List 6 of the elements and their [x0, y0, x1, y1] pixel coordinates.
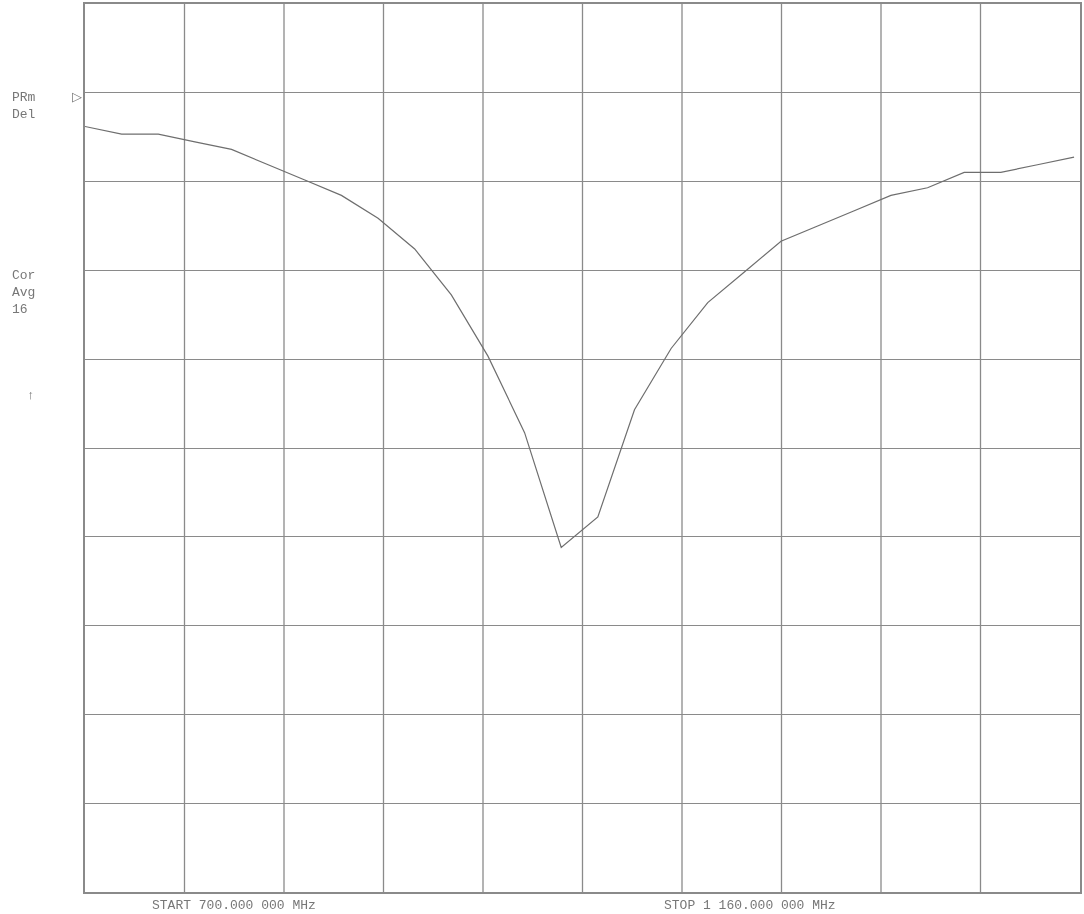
text: ▷ [72, 90, 82, 105]
text: START 700.000 000 MHz [152, 898, 316, 913]
text: Cor Avg 16 [12, 268, 36, 317]
text: ↑ [27, 388, 35, 403]
text: PRm Del [12, 90, 36, 122]
text: STOP 1 160.000 000 MHz [664, 898, 836, 913]
